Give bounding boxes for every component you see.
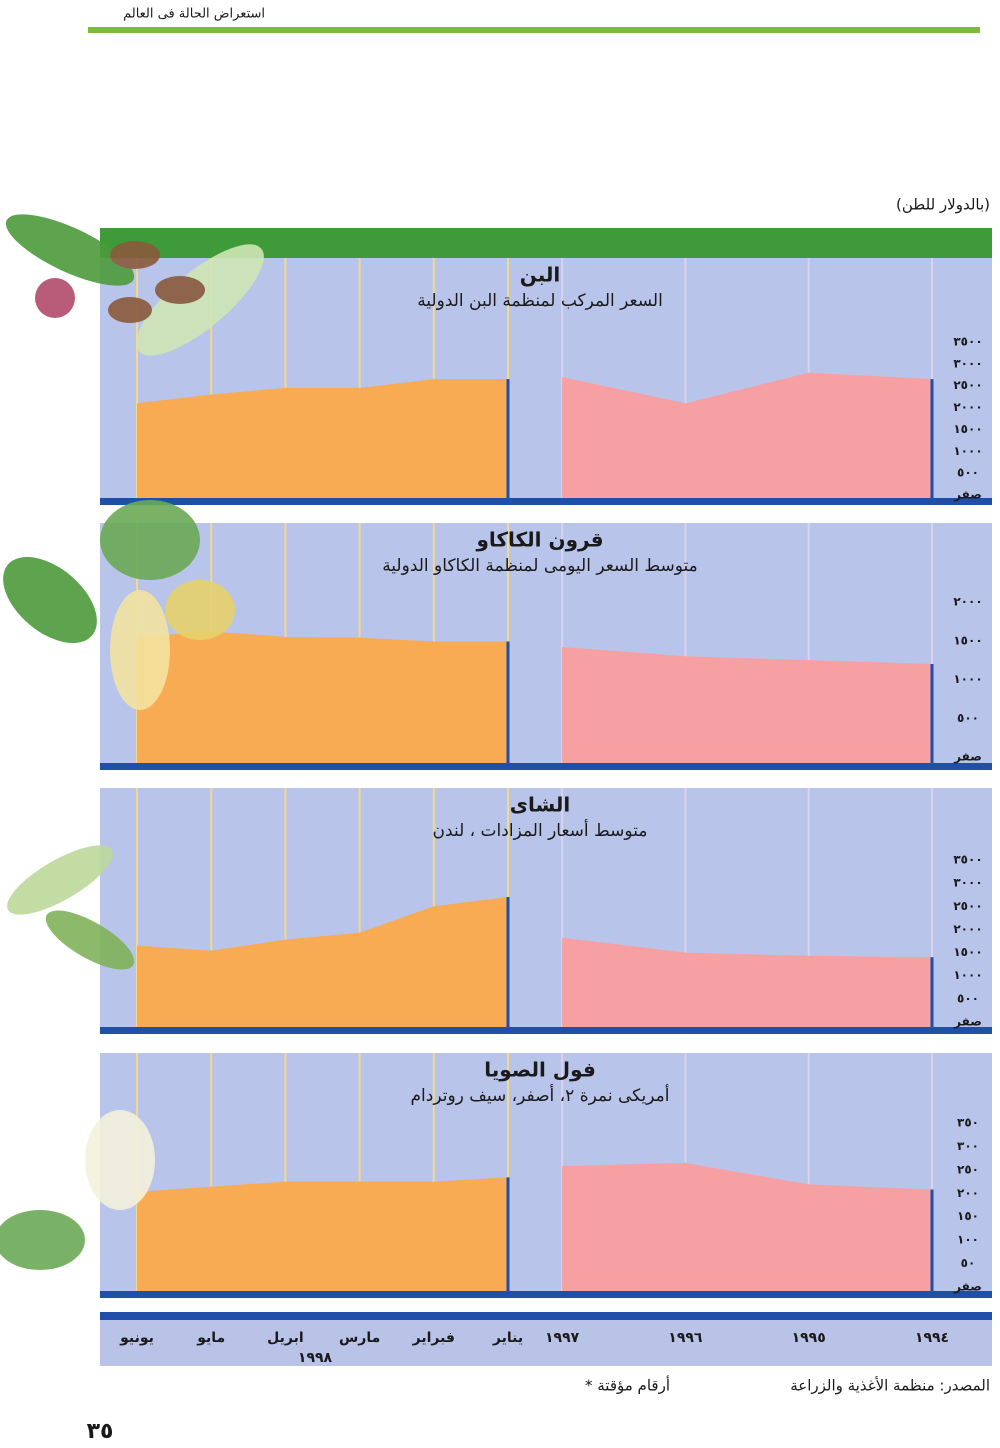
bean xyxy=(108,297,152,323)
y-tick-label: ٥٠٠ xyxy=(957,711,979,725)
y-tick-label: ٣٠٠ xyxy=(957,1139,979,1153)
bean xyxy=(155,276,205,304)
chart-title: قرون الكاكاو xyxy=(475,528,603,552)
y-tick-label: صفر xyxy=(953,1280,982,1294)
y-tick-label: ٢٠٠ xyxy=(957,1186,979,1200)
area xyxy=(137,1177,508,1291)
chart-subtitle: متوسط أسعار المزادات ، لندن xyxy=(433,819,648,841)
decoration xyxy=(0,214,264,1270)
leaf xyxy=(7,845,113,915)
y-tick-label: ٥٠٠ xyxy=(957,991,979,1005)
y-tick-label: ٣٥٠٠ xyxy=(953,853,982,867)
y-tick-label: ١٥٠٠ xyxy=(953,633,982,647)
leaf xyxy=(136,244,264,356)
y-tick-label: ٣٥٠ xyxy=(957,1116,979,1130)
y-tick-label: ٥٠٠ xyxy=(957,466,979,480)
chart-title: فول الصويا xyxy=(484,1058,596,1082)
x-tick-label: مايو xyxy=(196,1330,225,1346)
x-tick-label: ابريل xyxy=(267,1330,304,1346)
axis-band xyxy=(100,1320,992,1366)
y-tick-label: ٢٥٠ xyxy=(957,1162,979,1176)
leaf xyxy=(0,1210,85,1270)
area xyxy=(137,631,508,763)
x-year-label: ١٩٩٨ xyxy=(298,1350,333,1366)
y-tick-label: ٢٥٠٠ xyxy=(953,899,982,913)
y-tick-label: ٢٠٠٠ xyxy=(953,400,982,414)
y-tick-label: ٣٠٠٠ xyxy=(953,876,982,890)
y-tick-label: ٢٠٠٠ xyxy=(953,922,982,936)
y-tick-label: ٥٠ xyxy=(961,1256,976,1270)
y-tick-label: ٣٥٠٠ xyxy=(953,335,982,349)
y-tick-label: ١٥٠ xyxy=(957,1209,979,1223)
footnote: * أرقام مؤقتة xyxy=(585,1376,670,1395)
leaf xyxy=(3,556,97,644)
pod xyxy=(110,590,170,710)
area xyxy=(562,372,932,498)
baseline-band xyxy=(100,1291,992,1298)
area xyxy=(562,1162,932,1291)
x-tick-label: مارس xyxy=(339,1330,380,1346)
unit-label: (بالدولار للطن) xyxy=(896,196,990,214)
source: المصدر: منظمة الأغذية والزراعة xyxy=(790,1376,990,1395)
x-tick-label: ١٩٩٤ xyxy=(915,1330,949,1346)
charts: صفر ٥٠٠ ١٠٠٠ ١٥٠٠ ٢٠٠٠ ٢٥٠٠ ٣٠٠٠ ٣٥٠٠ البن السعر … xyxy=(100,258,992,1298)
chart-subtitle: متوسط السعر اليومى لمنظمة الكاكاو الدولي… xyxy=(382,556,698,576)
x-axis: ١٩٩٤ ١٩٩٥ ١٩٩٦ ١٩٩٧ يناير فبراير مارس ابريل مايو… xyxy=(119,1330,949,1366)
chart-subtitle: أمريكى نمرة ٢، أصفر، سيف روتردام xyxy=(411,1084,670,1106)
area xyxy=(562,646,932,763)
y-tick-label: ١٠٠٠ xyxy=(953,968,982,982)
baseline-band xyxy=(100,498,992,505)
pod xyxy=(165,580,235,640)
flower xyxy=(85,1110,155,1210)
chart-subtitle: السعر المركب لمنظمة البن الدولية xyxy=(417,291,663,311)
y-tick-label: ١٥٠٠ xyxy=(953,422,982,436)
y-tick-label: ٣٠٠٠ xyxy=(953,356,982,370)
y-tick-label: ١٠٠٠ xyxy=(953,672,982,686)
area xyxy=(137,897,508,1027)
page-number: ٣٥ xyxy=(87,1419,114,1444)
baseline-band xyxy=(100,763,992,770)
y-tick-label: ٢٠٠٠ xyxy=(953,595,982,609)
header-rule xyxy=(88,27,980,33)
x-tick-label: ١٩٩٧ xyxy=(545,1330,580,1346)
y-tick-label: صفر xyxy=(953,1015,982,1029)
x-tick-label: فبراير xyxy=(412,1330,455,1346)
y-tick-label: ١٥٠٠ xyxy=(953,945,982,959)
running-header: استعراض الحالة فى العالم xyxy=(123,7,265,22)
cherry xyxy=(35,278,75,318)
leaf xyxy=(45,910,135,970)
y-tick-label: صفر xyxy=(953,488,982,502)
leaf xyxy=(5,214,135,286)
x-tick-label: ١٩٩٦ xyxy=(668,1330,703,1346)
axis-band-top xyxy=(100,1312,992,1320)
area xyxy=(562,937,932,1027)
leaf xyxy=(100,500,200,580)
bean xyxy=(110,241,160,269)
y-tick-label: ٢٥٠٠ xyxy=(953,378,982,392)
baseline-band xyxy=(100,1027,992,1034)
x-tick-label: يونيو xyxy=(119,1330,154,1346)
y-tick-label: ١٠٠ xyxy=(957,1233,979,1247)
y-tick-label: صفر xyxy=(953,750,982,764)
x-tick-label: يناير xyxy=(492,1330,523,1346)
area xyxy=(137,379,508,498)
x-tick-label: ١٩٩٥ xyxy=(792,1330,826,1346)
chart-title: البن xyxy=(520,263,561,287)
chart-title: الشاى xyxy=(510,793,571,817)
y-tick-label: ١٠٠٠ xyxy=(953,444,982,458)
